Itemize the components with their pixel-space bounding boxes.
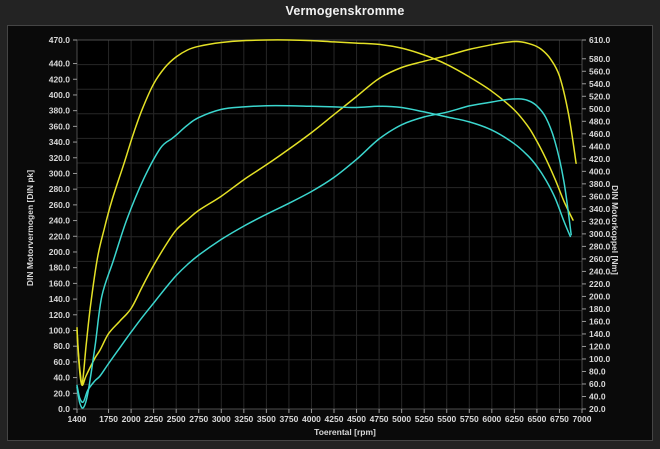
plot-background: [77, 40, 582, 409]
y-right-tick-label: 140.0: [589, 329, 611, 339]
y-right-tick-label: 60.0: [589, 379, 606, 389]
y-right-tick-label: 560.0: [589, 66, 611, 76]
y-right-tick-label: 360.0: [589, 191, 611, 201]
curves: [76, 39, 577, 409]
y-right-tick-label: 220.0: [589, 279, 611, 289]
x-tick-label: 3750: [279, 414, 298, 424]
chart-panel: 0.0 20.0 40.0 60.0 80.0 100.0 120.0 140.0 160.0 1…: [7, 25, 653, 441]
y-right-tick-label: 120.0: [589, 341, 611, 351]
x-tick-label: 4500: [347, 414, 366, 424]
page-title: Vermogenskromme: [285, 4, 405, 18]
x-tick-label: 1750: [99, 414, 118, 424]
x-tick-label: 3500: [257, 414, 276, 424]
y-right-tick-label: 160.0: [589, 316, 611, 326]
series-power-yellow: [76, 40, 577, 387]
y-left-tick-label: 280.0: [49, 184, 71, 194]
x-tick-label: 4250: [325, 414, 344, 424]
x-tick-label: 5000: [392, 414, 411, 424]
y-right-axis-title: DIN Motorkoppel [Nm]: [610, 185, 620, 275]
y-right-tick-label: 100.0: [589, 354, 611, 364]
x-tick-label: 7000: [573, 414, 592, 424]
x-tick-label: 3000: [212, 414, 231, 424]
y-right-tick-label: 610.0: [589, 35, 611, 45]
y-left-tick-label: 340.0: [49, 137, 71, 147]
y-left-tick-label: 400.0: [49, 90, 71, 100]
x-axis-title: Toerental [rpm]: [314, 427, 376, 437]
y-left-tick-label: 100.0: [49, 325, 71, 335]
plot-frame: [76, 39, 583, 410]
y-right-tick-label: 400.0: [589, 166, 611, 176]
x-tick-label: 5750: [460, 414, 479, 424]
y-right-tick-label: 260.0: [589, 254, 611, 264]
y-left-tick-label: 470.0: [49, 35, 71, 45]
y-left-tick-label: 220.0: [49, 231, 71, 241]
y-left-axis-title: DIN Motorvermogen [DIN pk]: [25, 170, 35, 286]
y-left-tick-label: 380.0: [49, 106, 71, 116]
y-right-tick-label: 40.0: [589, 391, 606, 401]
x-tick-label: 3250: [234, 414, 253, 424]
y-right-tick-label: 540.0: [589, 79, 611, 89]
x-tick-label: 2250: [144, 414, 163, 424]
y-left-tick-label: 20.0: [53, 388, 70, 398]
y-right-tick-label: 480.0: [589, 116, 611, 126]
y-left-tick-label: 240.0: [49, 216, 71, 226]
y-left-tick-label: 440.0: [49, 59, 71, 69]
y-right-tick-label: 300.0: [589, 229, 611, 239]
y-left-tick-label: 360.0: [49, 121, 71, 131]
x-tick-label: 6000: [482, 414, 501, 424]
y-left-tick-label: 120.0: [49, 310, 71, 320]
gridlines: [76, 39, 583, 410]
y-left-tick-label: 420.0: [49, 74, 71, 84]
x-tick-label: 1400: [68, 414, 87, 424]
y-left-tick-label: 320.0: [49, 153, 71, 163]
y-right-tick-label: 80.0: [589, 366, 606, 376]
x-tick-label: 6750: [550, 414, 569, 424]
y-left-tick-label: 300.0: [49, 168, 71, 178]
y-left-tick-label: 80.0: [53, 341, 70, 351]
chart-canvas: 0.0 20.0 40.0 60.0 80.0 100.0 120.0 140.0 160.0 1…: [25, 35, 620, 437]
y-right-tick-label: 580.0: [589, 54, 611, 64]
y-right-tick-label: 520.0: [589, 91, 611, 101]
y-left-tick-label: 180.0: [49, 263, 71, 273]
y-right-tick-label: 180.0: [589, 304, 611, 314]
series-torque-cyan: [76, 104, 572, 409]
y-left-tick-label: 140.0: [49, 294, 71, 304]
series-power-cyan: [76, 98, 572, 403]
x-tick-label: 2750: [189, 414, 208, 424]
series-torque-yellow: [76, 39, 574, 385]
y-right-tick-label: 440.0: [589, 141, 611, 151]
y-left-tick-label: 60.0: [53, 357, 70, 367]
axis-labels: 0.0 20.0 40.0 60.0 80.0 100.0 120.0 140.0 160.0 1…: [49, 35, 611, 424]
y-right-tick-label: 420.0: [589, 154, 611, 164]
y-right-tick-label: 500.0: [589, 104, 611, 114]
y-left-tick-label: 40.0: [53, 373, 70, 383]
x-tick-label: 2000: [122, 414, 141, 424]
x-tick-label: 4750: [370, 414, 389, 424]
y-left-tick-label: 0.0: [58, 404, 70, 414]
y-right-tick-label: 280.0: [589, 241, 611, 251]
x-tick-label: 6250: [505, 414, 524, 424]
y-right-tick-label: 200.0: [589, 291, 611, 301]
axis-ticks: [73, 39, 586, 413]
y-left-tick-label: 160.0: [49, 278, 71, 288]
y-right-tick-label: 460.0: [589, 129, 611, 139]
x-tick-label: 5250: [415, 414, 434, 424]
x-tick-label: 2500: [167, 414, 186, 424]
y-right-tick-label: 340.0: [589, 204, 611, 214]
y-right-tick-label: 320.0: [589, 216, 611, 226]
x-tick-label: 4000: [302, 414, 321, 424]
y-right-tick-label: 380.0: [589, 179, 611, 189]
y-right-tick-label: 240.0: [589, 266, 611, 276]
x-tick-label: 5500: [437, 414, 456, 424]
x-tick-label: 6500: [527, 414, 546, 424]
y-left-tick-label: 260.0: [49, 200, 71, 210]
y-right-tick-label: 20.0: [589, 404, 606, 414]
y-left-tick-label: 200.0: [49, 247, 71, 257]
